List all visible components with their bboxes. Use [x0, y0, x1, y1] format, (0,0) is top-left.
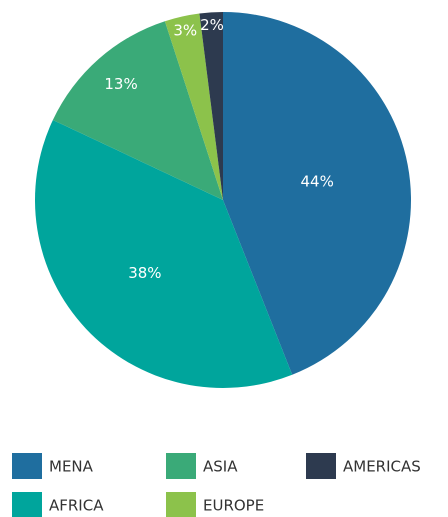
slice-label: 44% — [301, 173, 334, 191]
legend-label: ASIA — [203, 458, 238, 476]
legend-label: AMERICAS — [343, 458, 421, 476]
slice-label: 3% — [173, 22, 197, 40]
legend-label: EUROPE — [203, 497, 264, 515]
pie-slice — [34, 119, 293, 388]
legend-swatch — [12, 492, 42, 517]
legend-swatch — [166, 453, 196, 479]
legend-swatch — [12, 453, 42, 479]
pie-slice — [52, 21, 223, 201]
pie-slice — [199, 12, 223, 200]
pie-slice — [164, 13, 223, 200]
slice-label: 13% — [104, 75, 137, 93]
legend-label: MENA — [49, 458, 94, 476]
slice-label: 38% — [128, 264, 161, 282]
pie-slice — [223, 12, 412, 375]
slice-label: 2% — [200, 16, 224, 34]
legend-swatch — [306, 453, 336, 479]
legend-swatch — [166, 492, 196, 517]
legend-label: AFRICA — [49, 497, 104, 515]
